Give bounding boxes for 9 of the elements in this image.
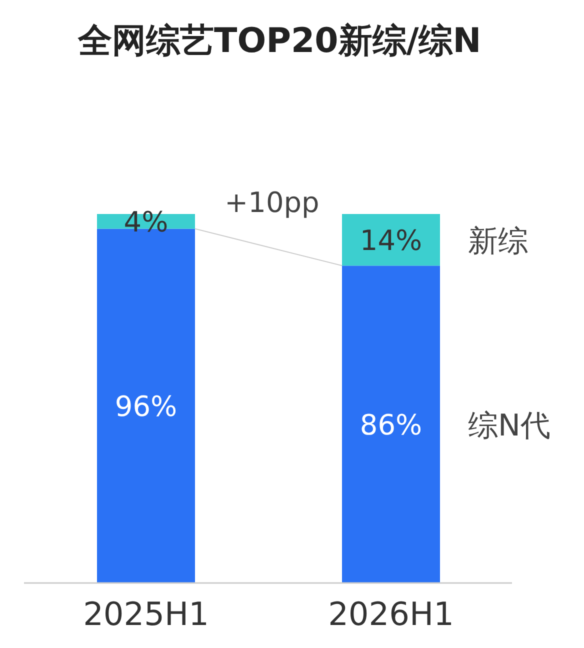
x-tick-label: 2026H1: [328, 595, 454, 633]
data-label: 96%: [114, 390, 178, 423]
data-label: 86%: [360, 408, 422, 442]
data-label: 14%: [360, 224, 422, 257]
annotation: +10pp: [224, 186, 320, 219]
series-label: 综N代: [468, 408, 550, 444]
x-tick-label: 2025H1: [83, 595, 209, 633]
chart-title: 全网综艺TOP20新综/综N: [77, 21, 482, 61]
series-label: 新综: [468, 224, 528, 259]
